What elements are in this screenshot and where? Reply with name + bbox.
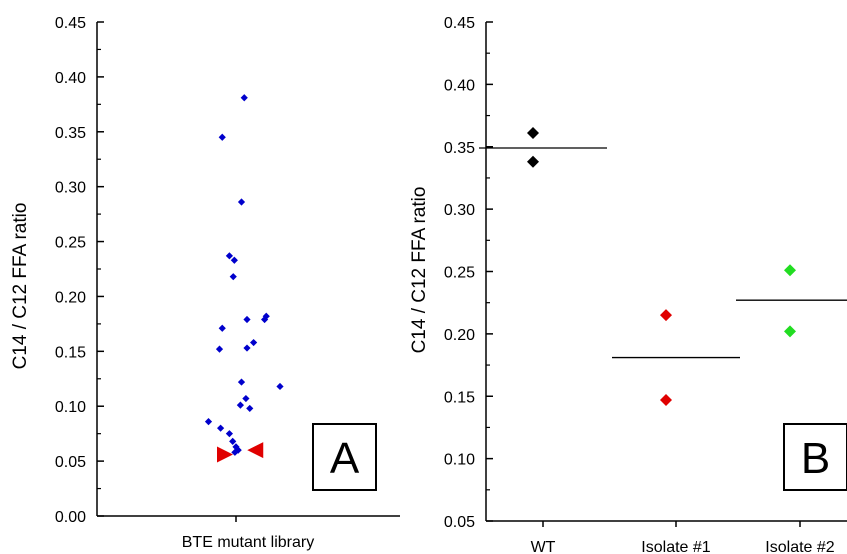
panel-a-chart: 0.00 0.05 0.10 0.15 0.20 0.25 0.30 0.35 0.40 0.45… [10,15,400,551]
panel-a-data-point [229,437,237,445]
panel-a-data-point [231,448,239,456]
panel-b-category-labels: WT Isolate #1 Isolate #2 [531,521,835,554]
panel-a-data-point [215,345,224,353]
panel-b-chart: 0.05 0.10 0.15 0.20 0.25 0.30 0.35 0.40 0.45 WT I… [409,15,847,554]
panel-a-y-axis-label: C14 / C12 FFA ratio [10,203,31,370]
panel-b-y-tick-label: 0.20 [444,327,475,344]
panel-a-y-tick-label: 0.00 [55,509,86,526]
panel-b-y-tick-label: 0.40 [444,77,475,94]
panel-b-points [527,127,796,406]
panel-b-y-ticks: 0.05 0.10 0.15 0.20 0.25 0.30 0.35 0.40 0.45 [444,15,493,531]
panel-a-data-point [261,315,269,324]
panel-a-y-tick-label: 0.15 [55,344,86,361]
panel-a-data-point [218,324,226,332]
panel-a-y-tick-label: 0.30 [55,180,86,197]
panel-b-y-tick-label: 0.05 [444,514,475,531]
panel-a-data-point [234,446,242,454]
panel-b-label-box [783,423,847,491]
panel-a-data-point [204,417,213,426]
panel-a-y-tick-label: 0.05 [55,454,86,471]
panel-a-highlight-point [217,446,233,463]
panel-a-data-point [237,198,246,206]
panel-b-data-point [660,309,672,322]
panel-a-data-point [242,394,250,403]
panel-b-data-point [784,264,796,277]
panel-a-data-point [243,344,251,352]
panel-b-y-tick-label: 0.45 [444,15,475,32]
panel-b-y-tick-label: 0.25 [444,265,475,282]
panel-a-y-tick-label: 0.10 [55,399,86,416]
panel-b-label: B [801,434,830,483]
panel-a-data-point [217,424,225,432]
panel-a-y-tick-label: 0.35 [55,125,86,142]
panel-a-highlight-point [247,442,264,459]
panel-a-data-point [232,443,240,451]
panel-a-x-category-label: BTE mutant library [182,534,314,551]
panel-b-data-point [527,155,539,168]
panel-a-data-point [237,378,246,386]
panel-b-y-tick-label: 0.35 [444,140,475,157]
panel-a-data-point [225,430,233,438]
panel-a-data-point [230,256,238,264]
panel-b-y-tick-label: 0.30 [444,202,475,219]
panel-a-label-box [312,423,377,491]
panel-a-y-tick-label: 0.45 [55,15,86,32]
panel-a-data-point [218,133,226,141]
panel-b-mean-lines [479,147,847,359]
panel-b-category-label: Isolate #2 [765,539,834,554]
panel-a-data-point [225,252,233,260]
panel-a-data-point [243,315,251,324]
panel-a-data-point [240,94,248,102]
panel-a-label: A [330,434,360,483]
panel-a-data-point [276,382,284,391]
panel-b-y-axis-label: C14 / C12 FFA ratio [409,187,430,354]
panel-a-data-point [236,401,244,409]
panel-b-category-label: Isolate #1 [641,539,710,554]
panel-b-category-label: WT [531,539,556,554]
panel-b-y-tick-label: 0.15 [444,389,475,406]
panel-b-data-point [660,393,672,406]
panel-b-y-tick-label: 0.10 [444,452,475,469]
panel-a-y-ticks: 0.00 0.05 0.10 0.15 0.20 0.25 0.30 0.35 0.40 0.45 [55,15,104,526]
panel-a-data-point [246,404,254,413]
panel-a-y-tick-label: 0.40 [55,70,86,87]
panel-a-data-point [250,338,258,347]
panel-a-data-point [229,273,237,281]
panel-a-points [204,94,284,463]
panel-a-y-tick-label: 0.25 [55,235,86,252]
panel-b-data-point [784,325,796,338]
panel-a-y-tick-label: 0.20 [55,289,86,306]
panel-b-data-point [527,127,539,140]
